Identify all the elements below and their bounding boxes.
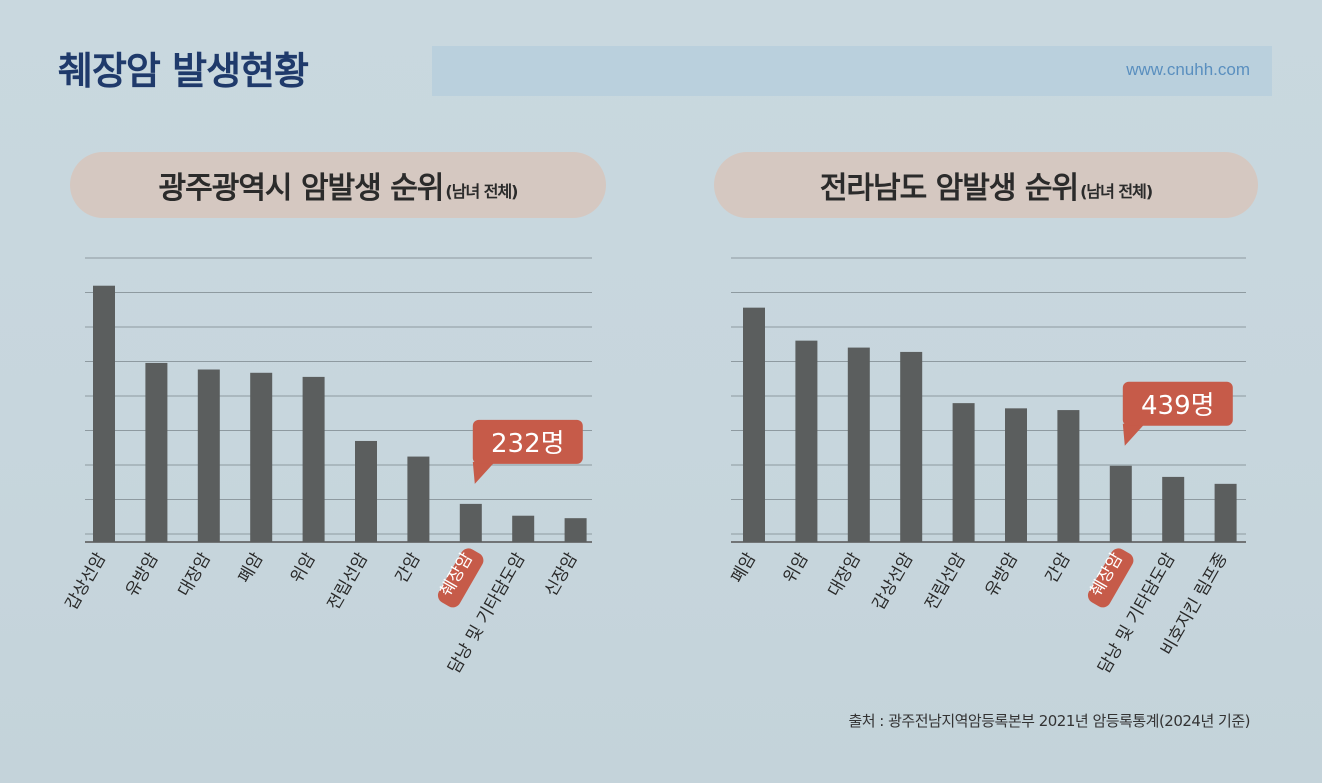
right-bar-0 [743,307,765,542]
right-chart-title: 전라남도 암발생 순위 [819,171,1079,206]
right-category-label-3: 갑상선암 [869,549,918,613]
right-bar-6 [1057,410,1080,542]
left-bar-1 [145,362,168,542]
right-bar-1 [795,340,818,542]
right-highlight-label-bg [1087,548,1134,608]
right-bar-7 [1109,465,1132,542]
left-bar-0 [93,285,115,542]
page-title: 췌장암 발생현황 [58,49,309,93]
left-chart-subtitle: (남녀 전체) [445,182,518,201]
right-category-label-1: 위암 [780,549,813,586]
left-category-label-1: 유방암 [122,549,163,600]
right-bar-4 [952,403,975,542]
right-category-label-2: 대장암 [824,549,865,600]
right-category-label-4: 전립선암 [921,549,970,613]
right-callout-tail [1122,423,1145,446]
right-callout-text: 439명 [1141,391,1215,421]
source-note: 출처 : 광주전남지역암등록본부 2021년 암등록통계(2024년 기준) [848,712,1250,730]
right-bar-3 [900,351,923,542]
left-category-label-6: 간암 [392,549,425,586]
left-highlight-label-bg [437,548,484,608]
left-category-label-4: 위암 [287,549,320,586]
left-chart-title-pill: 광주광역시 암발생 순위 (남녀 전체) [70,152,606,218]
right-category-label-0: 폐암 [727,549,760,586]
left-bar-3 [250,372,273,542]
right-category-label-5: 유방암 [982,549,1023,600]
left-category-label-5: 전립선암 [324,549,373,613]
right-category-label-6: 간암 [1042,549,1075,586]
right-bar-8 [1162,476,1185,542]
left-category-label-9: 신장암 [541,549,582,600]
website-url: www.cnuhh.com [1126,60,1250,79]
right-bar-5 [1005,408,1027,542]
left-category-label-0: 갑상선암 [62,549,111,613]
left-bar-7 [459,503,482,542]
right-chart-title-pill: 전라남도 암발생 순위 (남녀 전체) [714,152,1258,218]
left-bar-4 [302,376,325,542]
right-bar-2 [847,347,870,542]
right-callout-bubble [1122,381,1233,426]
right-chart-subtitle: (남녀 전체) [1080,182,1153,201]
left-bar-5 [355,440,377,542]
right-bar-9 [1214,483,1237,542]
left-bar-2 [197,369,220,542]
title-band [432,46,1272,96]
left-bar-6 [407,456,430,542]
left-bar-8 [512,515,535,542]
left-chart-title: 광주광역시 암발생 순위 [158,171,445,206]
left-callout-bubble [472,419,583,464]
left-category-label-3: 폐암 [235,549,268,586]
left-category-label-2: 대장암 [174,549,215,600]
left-bar-9 [564,518,587,542]
left-callout-text: 232명 [491,429,565,459]
left-callout-tail [472,461,495,484]
